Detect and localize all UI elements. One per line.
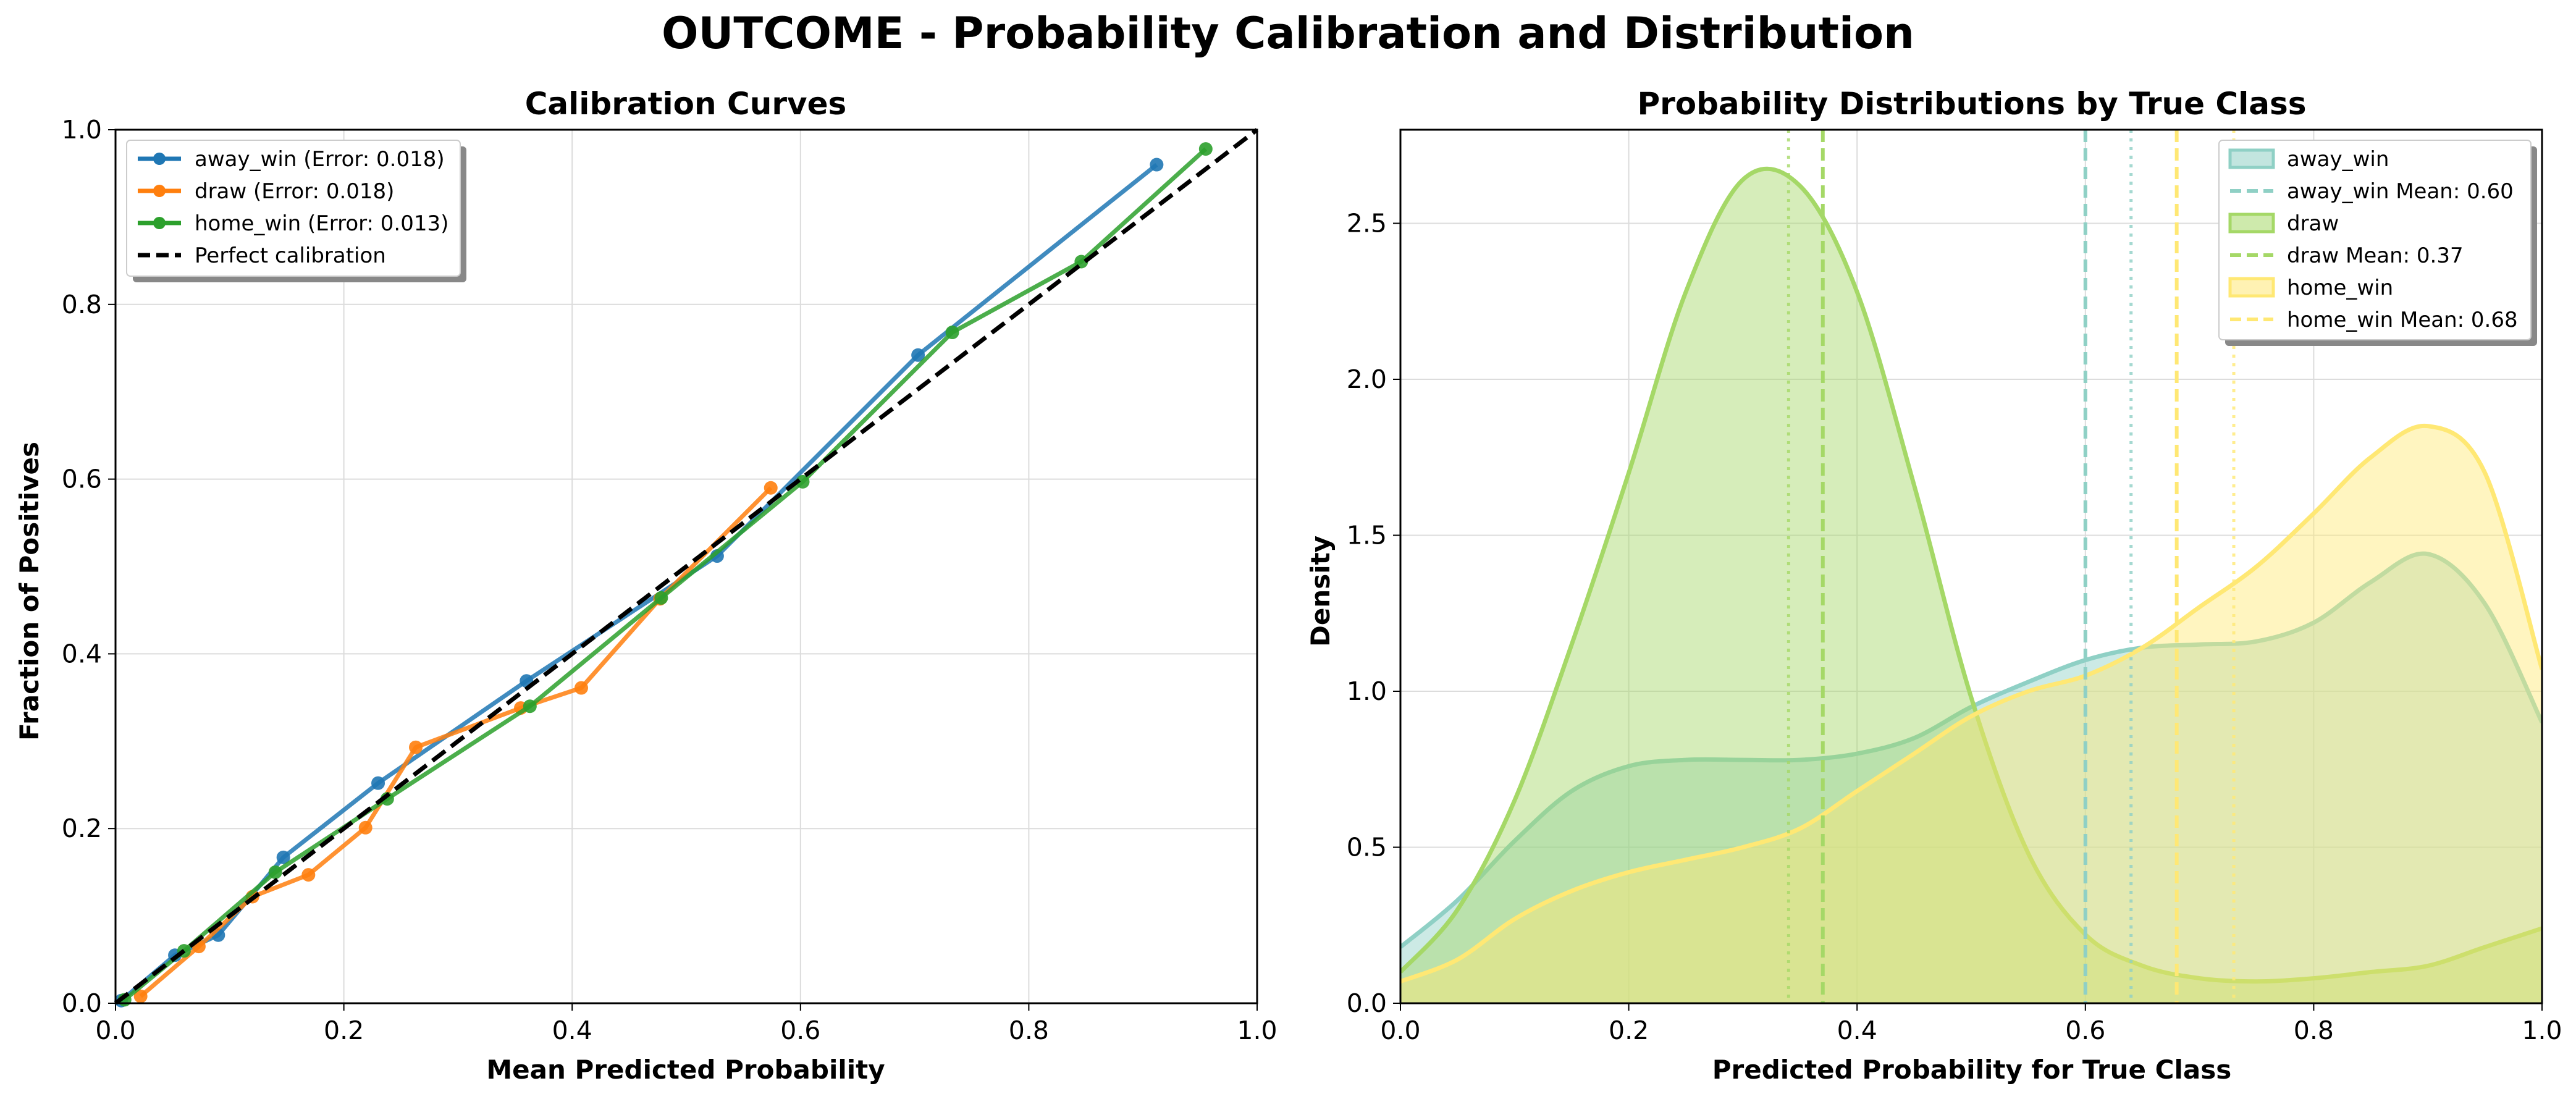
legend-entry-label: draw (Error: 0.018): [195, 179, 394, 204]
distribution-x-tick-label: 0.8: [2294, 1016, 2334, 1045]
legend-entry-label: draw Mean: 0.37: [2287, 243, 2464, 268]
legend-swatch-area: [2228, 148, 2275, 169]
distribution-y-tick-label: 0.5: [1347, 833, 1387, 862]
distribution-panel-title: Probability Distributions by True Class: [1637, 86, 2306, 122]
calibration-ticks: 0.0 0.2 0.4 0.6 0.8 1.0 0.0 0.2 0.4 0.6 0.8 1.0: [62, 115, 1277, 1045]
draw-calibration-point: [764, 481, 778, 495]
away-win-calibration-point: [911, 348, 925, 362]
calibration-y-axis-label: Fraction of Positives: [14, 442, 44, 741]
calibration-y-tick-label: 0.0: [62, 988, 102, 1018]
legend-swatch-marker: [153, 217, 166, 229]
home-win-calibration-point: [796, 474, 810, 489]
draw-calibration-point: [574, 681, 588, 695]
legend-box: [126, 140, 461, 277]
distribution-legend: away_win away_win Mean: 0.60 draw draw Mean…: [2218, 140, 2537, 346]
calibration-axes-frame: [114, 128, 1258, 1004]
home-win-density-curve: [1400, 423, 2542, 983]
calibration-x-tick-label: 0.2: [324, 1016, 364, 1045]
draw-calibration-point: [301, 868, 316, 882]
distribution-x-tick-label: 0.4: [1837, 1016, 1877, 1045]
distribution-ticks: 0.0 0.2 0.4 0.6 0.8 1.0 0.0 0.5 1.0 1.5 2.0 2.5: [1347, 209, 2562, 1046]
calibration-plot-area: [114, 128, 1259, 1008]
draw-density-area: [1400, 169, 2542, 1003]
calibration-curves-panel: Calibration Curves Mean Predicted Probab…: [14, 86, 1277, 1085]
distribution-y-tick-label: 0.0: [1347, 988, 1387, 1018]
calibration-x-axis-label: Mean Predicted Probability: [486, 1055, 885, 1085]
draw-calibration-point: [409, 740, 423, 754]
calibration-panel-title: Calibration Curves: [525, 86, 847, 122]
home-win-calibration-point: [1198, 142, 1213, 156]
legend-entry-label: away_win Mean: 0.60: [2287, 179, 2514, 204]
draw-calibration-point: [133, 989, 148, 1003]
distribution-y-tick-label: 2.0: [1347, 364, 1387, 394]
home-win-calibration-point: [654, 591, 668, 605]
calibration-x-tick-label: 0.4: [552, 1016, 592, 1045]
home-win-calibration-point: [523, 699, 537, 714]
distribution-axes-frame: [1399, 128, 2543, 1004]
away-win-calibration-point: [371, 776, 385, 790]
calibration-legend: away_win (Error: 0.018) draw (Error: 0.01…: [126, 140, 466, 282]
draw-calibration-line: [139, 486, 773, 998]
home-win-calibration-point: [945, 326, 959, 340]
legend-swatch-area: [2228, 277, 2275, 298]
calibration-y-tick-label: 0.8: [62, 290, 102, 319]
distribution-x-tick-label: 1.0: [2522, 1016, 2562, 1045]
perfect-calibration-line: [114, 128, 1259, 1005]
away-win-density-area: [1400, 554, 2542, 1003]
distribution-y-tick-label: 1.5: [1347, 521, 1387, 550]
home-win-calibration-point: [268, 865, 282, 879]
draw-density-curve: [1400, 166, 2542, 984]
distribution-x-tick-label: 0.2: [1609, 1016, 1649, 1045]
calibration-y-tick-label: 0.2: [62, 814, 102, 843]
home-win-density-area: [1400, 426, 2542, 1003]
probability-distributions-panel: Probability Distributions by True Class …: [1305, 86, 2562, 1085]
away-win-calibration-point: [1150, 158, 1164, 172]
legend-box: [2218, 140, 2532, 340]
distribution-x-tick-label: 0.0: [1380, 1016, 1420, 1045]
draw-calibration-point: [358, 820, 373, 835]
legend-entry-label: Perfect calibration: [195, 243, 386, 268]
legend-entry-label: away_win (Error: 0.018): [195, 147, 445, 172]
calibration-x-tick-label: 0.8: [1009, 1016, 1049, 1045]
calibration-x-tick-label: 0.6: [780, 1016, 820, 1045]
legend-swatch-area: [2228, 213, 2275, 234]
distribution-y-tick-label: 2.5: [1347, 209, 1387, 238]
distribution-y-tick-label: 1.0: [1347, 676, 1387, 706]
distribution-y-axis-label: Density: [1305, 536, 1336, 647]
distribution-x-axis-label: Predicted Probability for True Class: [1712, 1055, 2231, 1085]
legend-entry-label: away_win: [2287, 147, 2389, 172]
legend-swatch-marker: [153, 185, 166, 197]
home-win-calibration-line: [123, 147, 1208, 1002]
legend-entry-label: home_win (Error: 0.013): [195, 211, 448, 236]
legend-entry-label: home_win: [2287, 276, 2393, 300]
calibration-y-tick-label: 0.6: [62, 465, 102, 494]
distribution-plot-area: [1400, 130, 2542, 1003]
figure-title: OUTCOME - Probability Calibration and Di…: [662, 8, 1914, 59]
calibration-x-tick-label: 1.0: [1237, 1016, 1277, 1045]
distribution-x-tick-label: 0.6: [2065, 1016, 2105, 1045]
calibration-y-tick-label: 0.4: [62, 639, 102, 668]
legend-entry-label: home_win Mean: 0.68: [2287, 308, 2518, 332]
legend-swatch-marker: [153, 153, 166, 165]
calibration-x-tick-label: 0.0: [95, 1016, 135, 1045]
calibration-y-tick-label: 1.0: [62, 115, 102, 145]
legend-entry-label: draw: [2287, 211, 2339, 236]
away-win-calibration-point: [276, 850, 290, 864]
